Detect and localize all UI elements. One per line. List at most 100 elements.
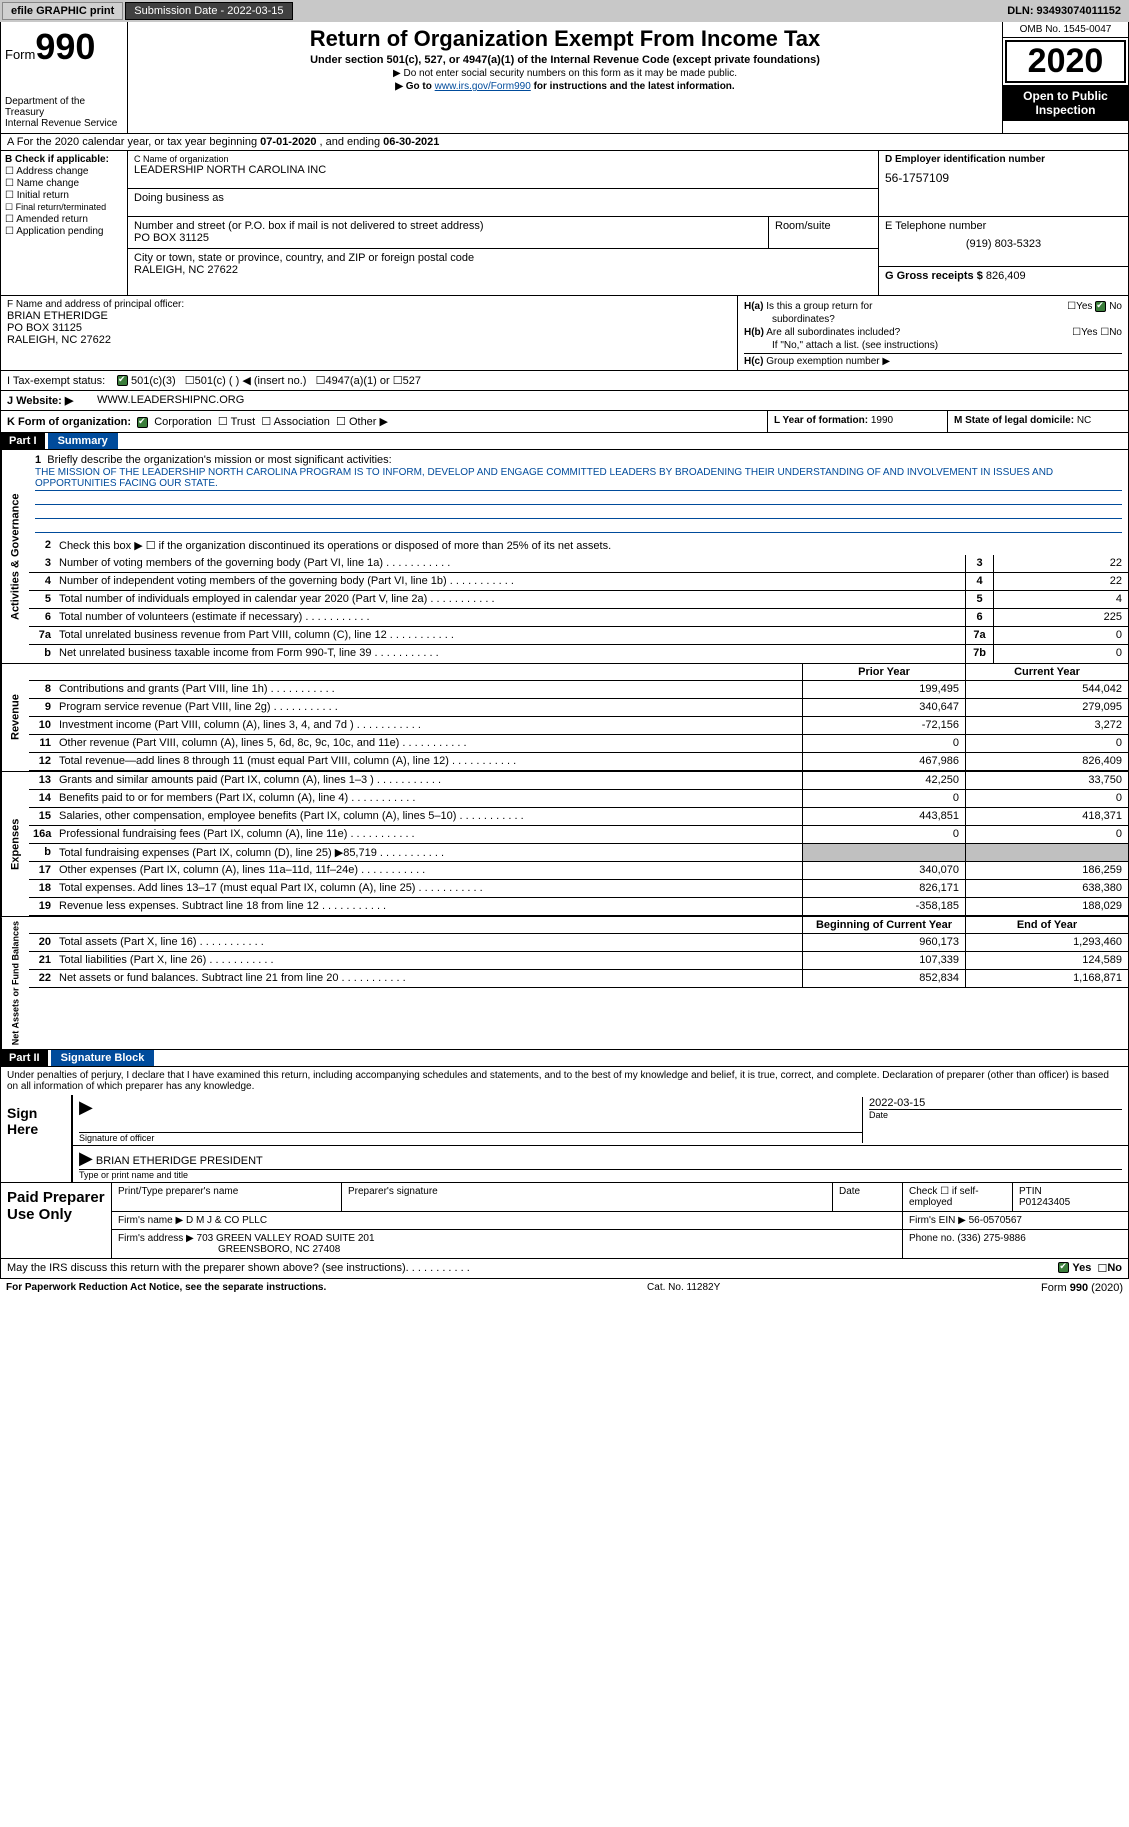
line-num: 19	[29, 898, 55, 915]
formorg-label: K Form of organization:	[7, 416, 131, 428]
curr-val: 1,168,871	[965, 970, 1128, 987]
ptin-label: PTIN	[1019, 1186, 1042, 1197]
city-label: City or town, state or province, country…	[134, 252, 872, 264]
data-line-10: 10Investment income (Part VIII, column (…	[29, 717, 1128, 735]
opt-trust: Trust	[231, 416, 256, 428]
cb-app-pending[interactable]: ☐ Application pending	[5, 226, 123, 237]
street-value: PO BOX 31125	[134, 232, 762, 244]
prior-val	[802, 844, 965, 861]
part2-title: Signature Block	[51, 1050, 155, 1066]
line4-text: Number of independent voting members of …	[59, 575, 447, 587]
arrow-icon: ▶	[79, 1097, 93, 1117]
line7a-box: 7a	[965, 627, 993, 644]
year-formation: 1990	[871, 415, 893, 426]
line-text: Other revenue (Part VIII, column (A), li…	[55, 735, 802, 752]
line5-box: 5	[965, 591, 993, 608]
part1-header-row: Part I Summary	[0, 433, 1129, 450]
firm-ein: 56-0570567	[969, 1215, 1022, 1226]
line-4: 4 Number of independent voting members o…	[29, 573, 1128, 591]
hb-yes: Yes	[1081, 327, 1097, 338]
opt-527: 527	[403, 375, 421, 387]
submission-date-button[interactable]: Submission Date - 2022-03-15	[125, 2, 292, 20]
prior-val: 960,173	[802, 934, 965, 951]
cb-initial-return[interactable]: ☐ Initial return	[5, 190, 123, 201]
checkbox-header: B Check if applicable:	[5, 154, 123, 165]
cb-corporation[interactable]	[137, 417, 148, 428]
phone-value: (919) 803-5323	[885, 238, 1122, 250]
efile-print-button[interactable]: efile GRAPHIC print	[2, 2, 123, 20]
dln-label: DLN: 93493074011152	[1007, 5, 1127, 17]
prior-val: -358,185	[802, 898, 965, 915]
curr-val: 1,293,460	[965, 934, 1128, 951]
website-label: J Website: ▶	[7, 394, 97, 407]
line-text: Other expenses (Part IX, column (A), lin…	[55, 862, 802, 879]
mission-text: THE MISSION OF THE LEADERSHIP NORTH CARO…	[35, 466, 1122, 491]
line-num: 15	[29, 808, 55, 825]
cb-501c3[interactable]	[117, 375, 128, 386]
cb-amended[interactable]: ☐ Amended return	[5, 214, 123, 225]
line-3: 3 Number of voting members of the govern…	[29, 555, 1128, 573]
line-text: Total expenses. Add lines 13–17 (must eq…	[55, 880, 802, 897]
irs-link[interactable]: www.irs.gov/Form990	[435, 81, 531, 92]
part2-header-row: Part II Signature Block	[0, 1050, 1129, 1067]
line-text: Program service revenue (Part VIII, line…	[55, 699, 802, 716]
discuss-yes-checkbox[interactable]	[1058, 1262, 1069, 1273]
period-prefix: A For the 2020 calendar year, or tax yea…	[7, 136, 260, 148]
data-line-20: 20Total assets (Part X, line 16) 960,173…	[29, 934, 1128, 952]
line-text: Professional fundraising fees (Part IX, …	[55, 826, 802, 843]
form-subtitle: Under section 501(c), 527, or 4947(a)(1)…	[136, 54, 994, 66]
declaration-text: Under penalties of perjury, I declare th…	[1, 1067, 1128, 1095]
data-line-8: 8Contributions and grants (Part VIII, li…	[29, 681, 1128, 699]
tax-status-row: I Tax-exempt status: 501(c)(3) ☐ 501(c) …	[0, 371, 1129, 391]
discuss-text: May the IRS discuss this return with the…	[7, 1262, 406, 1275]
line-num: 21	[29, 952, 55, 969]
firm-addr1: 703 GREEN VALLEY ROAD SUITE 201	[197, 1233, 375, 1244]
line-text: Grants and similar amounts paid (Part IX…	[55, 772, 802, 789]
form-id-col: Form990 Department of the TreasuryIntern…	[1, 22, 128, 133]
footer-row: For Paperwork Reduction Act Notice, see …	[0, 1279, 1129, 1297]
tax-year: 2020	[1005, 40, 1126, 83]
line4-val: 22	[993, 573, 1128, 590]
form-header: Form990 Department of the TreasuryIntern…	[0, 22, 1129, 134]
curr-val: 0	[965, 790, 1128, 807]
officer-addr: PO BOX 31125	[7, 322, 731, 334]
ha-no-checkbox[interactable]	[1095, 301, 1106, 312]
goto-post: for instructions and the latest informat…	[531, 81, 735, 92]
prep-sig-label: Preparer's signature	[348, 1186, 438, 1197]
right-col: D Employer identification number 56-1757…	[878, 151, 1128, 295]
footer-mid: Cat. No. 11282Y	[647, 1282, 720, 1294]
paid-preparer-section: Paid Preparer Use Only Print/Type prepar…	[0, 1183, 1129, 1259]
type-name-label: Type or print name and title	[79, 1169, 1122, 1180]
line-num: 22	[29, 970, 55, 987]
prior-val: 0	[802, 790, 965, 807]
prior-year-header: Prior Year	[802, 664, 965, 680]
cb-final-return[interactable]: ☐ Final return/terminated	[5, 202, 123, 213]
line7b-box: 7b	[965, 645, 993, 663]
dba-box: Doing business as	[128, 189, 878, 217]
data-line-19: 19Revenue less expenses. Subtract line 1…	[29, 898, 1128, 916]
checkbox-col: B Check if applicable: ☐ Address change …	[1, 151, 128, 295]
note-ssn: ▶ Do not enter social security numbers o…	[136, 68, 994, 79]
line7b-val: 0	[993, 645, 1128, 663]
curr-val	[965, 844, 1128, 861]
street-box: Number and street (or P.O. box if mail i…	[128, 217, 768, 249]
curr-val: 124,589	[965, 952, 1128, 969]
form-of-org-row: K Form of organization: Corporation ☐ Tr…	[0, 411, 1129, 433]
data-line-22: 22Net assets or fund balances. Subtract …	[29, 970, 1128, 988]
revenue-section: Revenue Prior Year Current Year 8Contrib…	[0, 664, 1129, 772]
dept-treasury: Department of the TreasuryInternal Reven…	[5, 96, 123, 129]
prior-val: 340,647	[802, 699, 965, 716]
cb-address-change[interactable]: ☐ Address change	[5, 166, 123, 177]
curr-val: 33,750	[965, 772, 1128, 789]
discuss-no: No	[1107, 1262, 1122, 1275]
prior-val: 340,070	[802, 862, 965, 879]
line-num: 12	[29, 753, 55, 770]
cb-name-change[interactable]: ☐ Name change	[5, 178, 123, 189]
line-text: Total assets (Part X, line 16)	[55, 934, 802, 951]
website-row: J Website: ▶ WWW.LEADERSHIPNC.ORG	[0, 391, 1129, 411]
city-box: City or town, state or province, country…	[128, 249, 878, 281]
side-label-revenue: Revenue	[1, 664, 29, 771]
data-line-21: 21Total liabilities (Part X, line 26) 10…	[29, 952, 1128, 970]
firm-ein-label: Firm's EIN ▶	[909, 1215, 966, 1226]
prior-val: 107,339	[802, 952, 965, 969]
